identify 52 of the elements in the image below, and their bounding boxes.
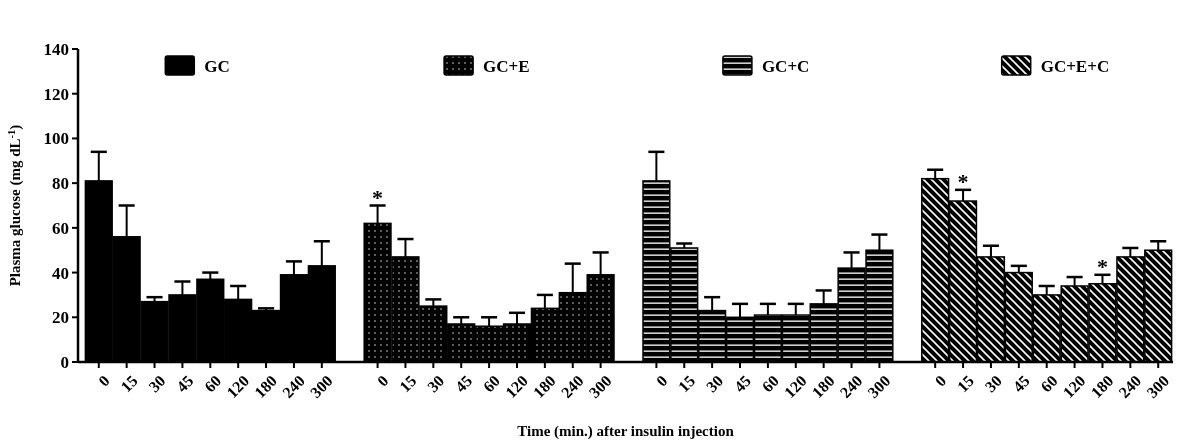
- x-tick-label: 45: [1009, 372, 1033, 396]
- x-tick-label: 240: [278, 372, 308, 402]
- y-tick-label: 140: [43, 39, 69, 59]
- x-tick-label: 15: [396, 372, 420, 396]
- x-tick-label: 60: [758, 372, 782, 396]
- x-tick-label: 300: [306, 372, 336, 402]
- x-tick-label: 0: [373, 372, 392, 390]
- x-axis-title: Time (min.) after insulin injection: [517, 423, 735, 440]
- x-tick-label: 180: [808, 372, 838, 402]
- y-tick-label: 80: [52, 174, 69, 194]
- x-tick-label: 60: [479, 372, 504, 396]
- x-tick-label: 15: [674, 372, 699, 396]
- x-tick-label: 240: [836, 372, 866, 402]
- legend-label: GC: [204, 56, 230, 76]
- legend-label: GC+E+C: [1040, 56, 1110, 76]
- x-tick-label: 240: [557, 372, 587, 402]
- y-tick-label: 0: [60, 352, 69, 372]
- x-tick-label: 45: [730, 372, 755, 396]
- x-tick-label: 30: [424, 372, 448, 396]
- legend-label: GC+E: [483, 56, 530, 76]
- x-tick-label: 45: [451, 372, 476, 396]
- x-tick-label: 0: [652, 372, 671, 390]
- x-tick-label: 180: [251, 372, 281, 402]
- x-tick-label: 60: [1037, 372, 1061, 396]
- annotation: *: [957, 169, 969, 195]
- x-tick-label: 15: [953, 372, 978, 396]
- y-tick-label: 100: [43, 129, 69, 149]
- x-tick-label: 30: [145, 372, 169, 396]
- x-tick-label: 180: [529, 372, 559, 402]
- x-tick-label: 45: [173, 372, 197, 396]
- x-tick-label: 15: [117, 372, 141, 396]
- y-tick-label: 120: [43, 84, 69, 104]
- annotation: *: [372, 184, 384, 210]
- x-tick-label: 120: [223, 372, 253, 402]
- x-tick-label: 120: [1059, 372, 1089, 402]
- y-tick-label: 20: [52, 308, 69, 328]
- x-tick-label: 30: [702, 372, 727, 396]
- x-tick-label: 60: [201, 372, 225, 396]
- x-tick-label: 300: [864, 372, 894, 402]
- y-tick-label: 60: [52, 218, 69, 238]
- x-tick-label: 120: [780, 372, 810, 402]
- x-tick-label: 300: [585, 372, 615, 402]
- y-tick-label: 40: [52, 263, 69, 283]
- x-tick-label: 30: [981, 372, 1005, 396]
- x-tick-label: 120: [502, 372, 532, 402]
- x-tick-label: 240: [1115, 372, 1145, 402]
- x-tick-label: 180: [1087, 372, 1117, 402]
- x-tick-label: 0: [931, 372, 950, 390]
- legend-label: GC+C: [761, 56, 810, 76]
- x-tick-label: 300: [1143, 372, 1173, 402]
- x-tick-label: 0: [95, 372, 113, 390]
- annotation: *: [1096, 254, 1108, 280]
